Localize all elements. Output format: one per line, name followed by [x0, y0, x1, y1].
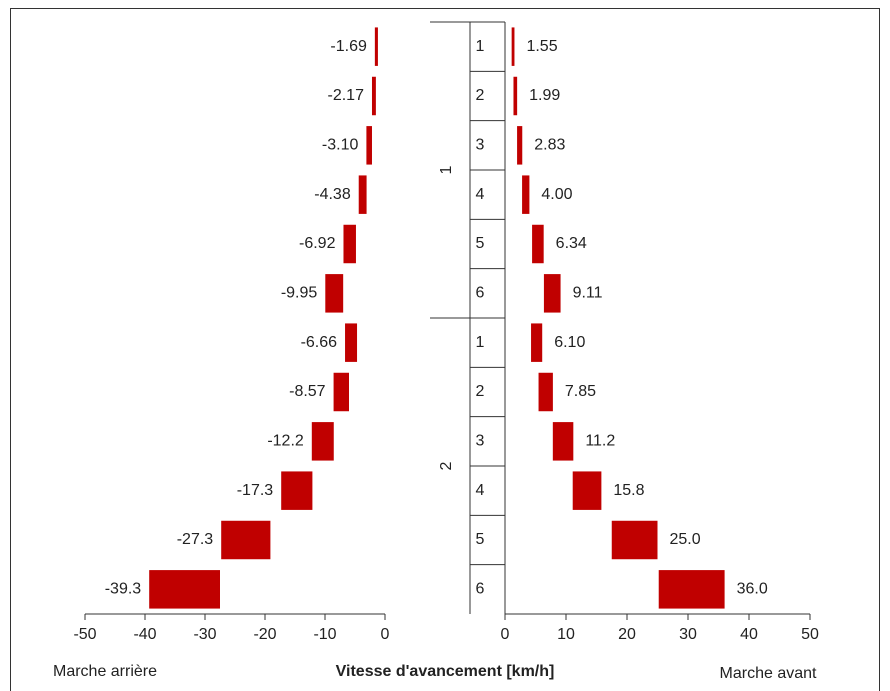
x-tick-label: -10	[313, 626, 336, 643]
x-tick-label: -40	[133, 626, 156, 643]
value-label: -9.95	[281, 285, 318, 302]
bar	[221, 520, 271, 560]
x-tick-label: 20	[618, 626, 636, 643]
bar	[311, 422, 334, 461]
value-label: -39.3	[105, 581, 142, 598]
group-label: 2	[438, 461, 455, 470]
gear-label: 5	[476, 531, 485, 548]
gear-label: 5	[476, 235, 485, 252]
x-tick-label: 0	[501, 626, 510, 643]
x-tick-label: -30	[193, 626, 216, 643]
bar	[374, 27, 378, 66]
value-label: 1.55	[526, 38, 557, 55]
value-label: 6.10	[554, 334, 585, 351]
value-label: -3.10	[322, 137, 359, 154]
x-tick-label: 30	[679, 626, 697, 643]
value-label: -4.38	[314, 186, 351, 203]
value-label: -8.57	[289, 383, 326, 400]
gear-label: 1	[476, 334, 485, 351]
gear-label: 1	[476, 38, 485, 55]
gear-label: 6	[476, 581, 485, 598]
bar	[532, 224, 544, 264]
x-axis-label: Vitesse d'avancement [km/h]	[336, 663, 555, 680]
bar	[371, 76, 376, 116]
gear-label: 2	[476, 383, 485, 400]
bar	[572, 471, 602, 510]
left-label: Marche arrière	[53, 663, 157, 680]
value-label: 25.0	[670, 531, 701, 548]
x-tick-label: -50	[73, 626, 96, 643]
x-tick-label: 10	[557, 626, 575, 643]
bar	[325, 274, 344, 313]
gear-label: 2	[476, 87, 485, 104]
x-tick-label: -20	[253, 626, 276, 643]
x-tick-label: 0	[381, 626, 390, 643]
value-label: -6.92	[299, 235, 336, 252]
right-label: Marche avant	[720, 665, 817, 682]
bar	[358, 175, 367, 214]
frame	[10, 8, 880, 691]
value-label: -17.3	[237, 482, 274, 499]
value-label: 7.85	[565, 383, 596, 400]
value-label: -12.2	[267, 433, 304, 450]
value-label: -6.66	[301, 334, 338, 351]
bar	[149, 570, 220, 609]
group-label: 1	[438, 165, 455, 174]
value-label: 4.00	[541, 186, 572, 203]
value-label: -1.69	[330, 38, 367, 55]
bar	[611, 520, 658, 560]
bar	[543, 274, 561, 313]
bar	[366, 126, 372, 165]
value-label: -27.3	[177, 531, 214, 548]
bar	[522, 175, 530, 214]
gear-label: 3	[476, 137, 485, 154]
value-label: 1.99	[529, 87, 560, 104]
bar	[343, 224, 356, 264]
x-tick-label: 50	[801, 626, 819, 643]
bar	[281, 471, 313, 510]
x-tick-label: 40	[740, 626, 758, 643]
gear-label: 4	[476, 186, 485, 203]
value-label: 9.11	[573, 285, 603, 302]
bar	[552, 422, 574, 461]
bar	[538, 372, 553, 412]
bar	[531, 323, 543, 362]
value-label: 11.2	[585, 433, 615, 450]
gear-label: 6	[476, 285, 485, 302]
gear-label: 3	[476, 433, 485, 450]
value-label: -2.17	[328, 87, 365, 104]
value-label: 36.0	[737, 581, 768, 598]
value-label: 15.8	[613, 482, 644, 499]
gear-label: 4	[476, 482, 485, 499]
bar	[513, 76, 518, 116]
bar	[517, 126, 523, 165]
value-label: 6.34	[556, 235, 587, 252]
bar	[333, 372, 349, 412]
value-label: 2.83	[534, 137, 565, 154]
bar	[345, 323, 358, 362]
bar	[511, 27, 515, 66]
bar	[658, 570, 725, 609]
